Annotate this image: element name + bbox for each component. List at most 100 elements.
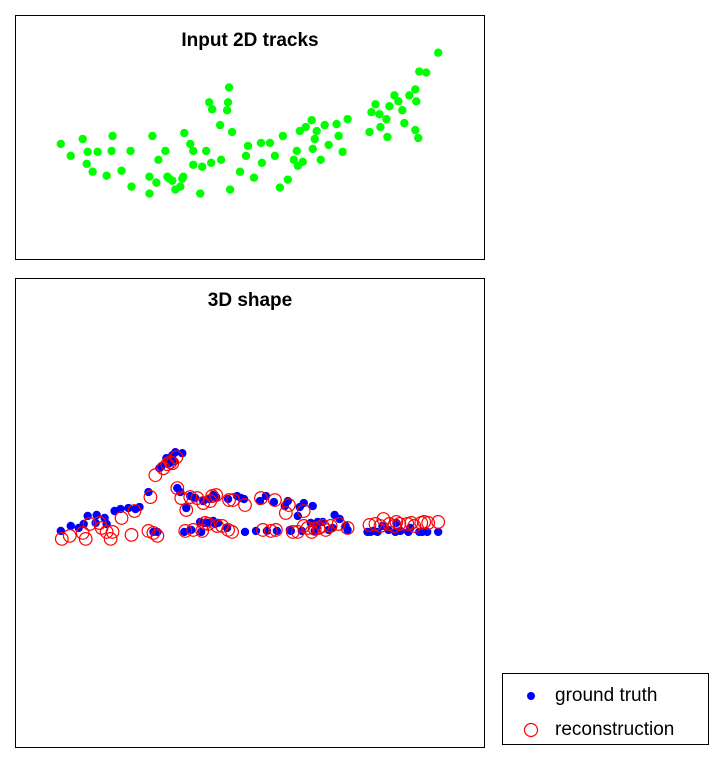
shape-plot — [54, 448, 446, 546]
track-point — [376, 122, 385, 132]
reconstruction-point — [331, 517, 346, 531]
reconstruction-point — [183, 490, 198, 504]
track-point — [207, 105, 217, 114]
track-point — [206, 158, 216, 167]
reconstruction-point — [196, 496, 211, 510]
track-point — [82, 159, 91, 168]
track-point — [332, 119, 341, 129]
track-point — [390, 91, 399, 100]
track-point — [225, 185, 235, 194]
track-point — [411, 125, 420, 135]
reconstruction-marker-icon — [503, 715, 555, 745]
reconstruction-point — [178, 524, 193, 538]
legend-label-ground-truth: ground truth — [555, 685, 658, 706]
reconstruction-point — [323, 519, 338, 533]
shape-title: 3D shape — [207, 290, 293, 311]
track-point — [78, 134, 87, 144]
track-point — [398, 106, 407, 115]
track-point — [301, 122, 310, 132]
reconstruction-point — [186, 523, 201, 537]
track-point — [180, 128, 189, 138]
reconstruction-point — [99, 525, 114, 539]
reconstruction-point — [179, 503, 194, 517]
ground-truth-point — [283, 496, 293, 506]
track-point — [382, 114, 391, 124]
reconstruction-point — [407, 519, 422, 533]
legend-item-reconstruction: reconstruction — [503, 715, 674, 745]
track-point — [216, 155, 226, 165]
reconstruction-point — [431, 515, 446, 529]
track-point — [107, 146, 116, 156]
track-point — [249, 173, 259, 182]
track-point — [270, 151, 280, 161]
reconstruction-point — [82, 517, 97, 531]
reconstruction-point — [226, 493, 240, 507]
track-point — [298, 157, 307, 166]
shape-panel: 3D shape — [15, 278, 485, 748]
reconstruction-point — [222, 493, 236, 507]
track-point — [117, 166, 126, 175]
reconstruction-point — [169, 450, 184, 465]
ground-truth-point — [83, 511, 92, 521]
ground-truth-point — [269, 497, 279, 507]
reconstruction-point — [238, 498, 252, 512]
reconstruction-point — [201, 517, 216, 531]
reconstruction-point — [362, 518, 377, 532]
track-point — [265, 138, 275, 148]
ground-truth-point — [171, 448, 180, 457]
track-point — [168, 176, 177, 185]
tracks-panel: Input 2D tracks — [15, 15, 485, 260]
reconstruction-point — [54, 531, 69, 546]
reconstruction-point — [268, 523, 283, 537]
reconstruction-point — [127, 504, 142, 518]
track-point — [283, 175, 293, 184]
ground-truth-point — [433, 527, 443, 537]
legend: ground truth reconstruction — [502, 673, 709, 745]
track-point — [308, 144, 317, 154]
reconstruction-point — [160, 457, 175, 472]
track-point — [215, 120, 225, 130]
track-point — [422, 68, 431, 77]
track-point — [189, 160, 198, 169]
track-point — [108, 131, 117, 141]
track-point — [343, 114, 352, 124]
track-point — [102, 171, 111, 180]
reconstruction-point — [304, 525, 319, 539]
reconstruction-point — [150, 529, 165, 543]
track-point — [88, 167, 97, 176]
reconstruction-point — [340, 521, 355, 535]
track-point — [126, 146, 135, 156]
reconstruction-point — [148, 468, 163, 483]
track-point — [227, 127, 237, 137]
track-point — [394, 97, 403, 106]
track-point — [224, 83, 234, 92]
legend-item-ground-truth: ground truth — [503, 681, 657, 711]
track-point — [415, 67, 424, 76]
track-point — [412, 97, 421, 106]
track-point — [241, 151, 251, 161]
ground-truth-point — [335, 514, 344, 524]
track-point — [179, 172, 188, 181]
track-point — [152, 178, 161, 187]
track-point — [275, 183, 285, 192]
reconstruction-point — [296, 504, 311, 518]
tracks-title: Input 2D tracks — [181, 30, 319, 51]
track-point — [385, 102, 394, 111]
track-point — [66, 151, 75, 161]
track-point — [56, 139, 66, 149]
track-point — [295, 126, 304, 136]
track-point — [176, 182, 185, 191]
track-point — [154, 155, 163, 165]
reconstruction-point — [78, 531, 93, 546]
reconstruction-point — [315, 519, 330, 533]
reconstruction-point — [105, 525, 120, 539]
reconstruction-point — [124, 528, 139, 542]
track-point — [307, 115, 316, 125]
reconstruction-point — [278, 506, 293, 520]
reconstruction-point — [421, 516, 436, 530]
ground-truth-point — [423, 527, 432, 537]
reconstruction-point — [170, 481, 185, 496]
track-point — [400, 118, 409, 128]
reconstruction-point — [264, 524, 278, 538]
track-point — [411, 85, 420, 94]
